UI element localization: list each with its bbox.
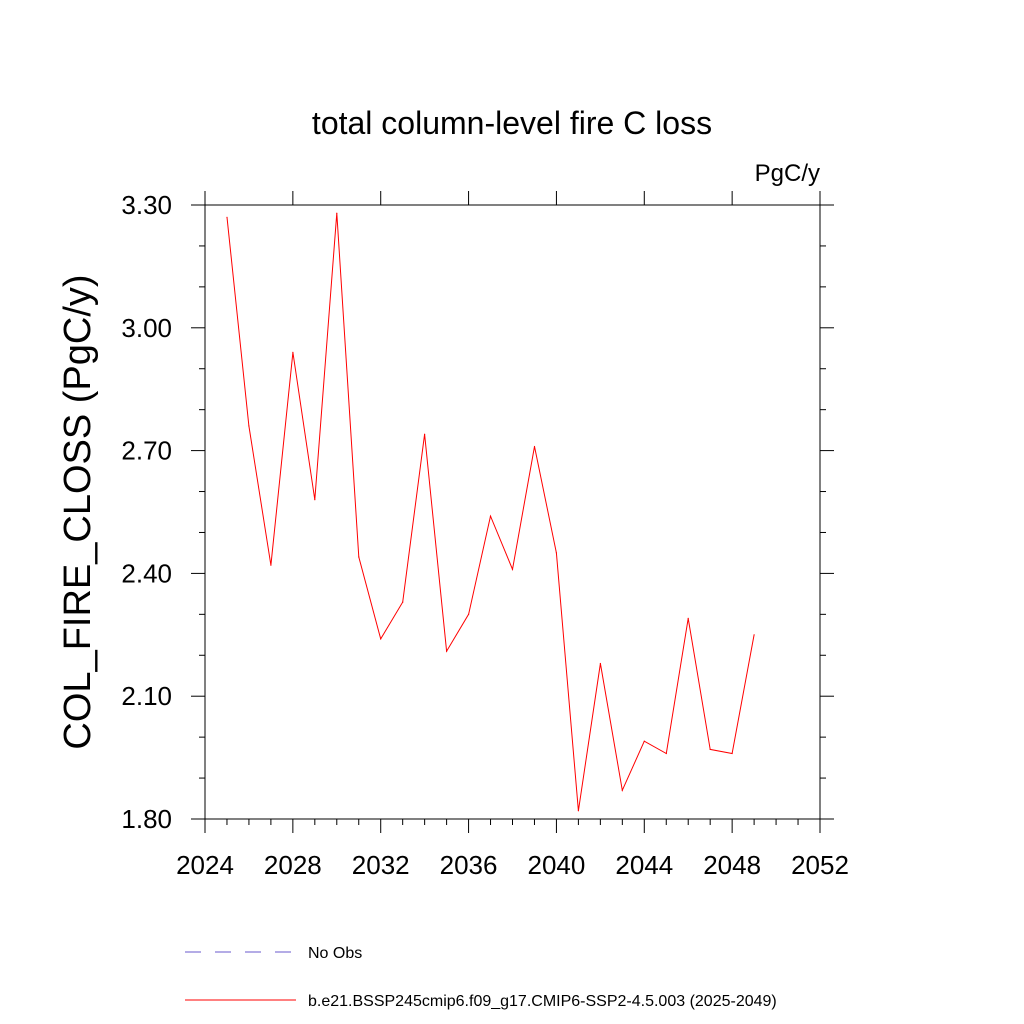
units-label: PgC/y [755, 160, 820, 187]
data-point [753, 634, 755, 636]
data-point [314, 499, 316, 501]
data-point [643, 740, 645, 742]
x-tick-label: 2052 [791, 850, 849, 880]
data-point [731, 752, 733, 755]
data-point [599, 662, 602, 665]
x-tick-label: 2024 [176, 850, 234, 880]
data-point [621, 789, 623, 791]
data-point [555, 552, 558, 554]
data-point [511, 568, 514, 570]
data-point [424, 433, 426, 435]
x-tick-label: 2044 [615, 850, 673, 880]
data-point [380, 638, 382, 640]
data-point [687, 617, 689, 620]
y-tick-label: 1.80 [121, 804, 172, 834]
data-point [468, 613, 470, 615]
x-tick-label: 2048 [703, 850, 761, 880]
x-tick-label: 2036 [440, 850, 498, 880]
legend-label: No Obs [308, 945, 362, 962]
chart-title: total column-level fire C loss [312, 105, 712, 141]
x-tick-label: 2040 [528, 850, 586, 880]
y-tick-label: 2.70 [121, 436, 172, 466]
x-tick-label: 2032 [352, 850, 410, 880]
legend: No Obs b.e21.BSSP245cmip6.f09_g17.CMIP6-S… [185, 945, 777, 1010]
data-point [248, 425, 250, 427]
data-point [336, 212, 338, 214]
axis-ticks: 2024 2028 2032 2036 2040 2044 2048 2052 1.80 2.10… [121, 190, 849, 880]
y-tick-label: 3.00 [121, 313, 172, 343]
legend-label: b.e21.BSSP245cmip6.f09_g17.CMIP6-SSP2-4.… [308, 993, 777, 1010]
data-point [665, 752, 667, 755]
data-point [533, 445, 536, 448]
data-point [446, 650, 448, 652]
y-tick-label: 2.10 [121, 681, 172, 711]
data-point [270, 564, 272, 566]
data-point [226, 216, 228, 218]
x-tick-label: 2028 [264, 850, 322, 880]
data-point [489, 515, 492, 517]
data-point [577, 810, 580, 812]
y-axis-label: COL_FIRE_CLOSS (PgC/y) [57, 274, 99, 749]
data-point [402, 601, 404, 603]
series-layer [226, 212, 755, 812]
data-point [709, 748, 711, 751]
plot-frame [204, 204, 821, 820]
y-tick-label: 3.30 [121, 190, 172, 220]
data-point [358, 556, 360, 558]
y-tick-label: 2.40 [121, 558, 172, 588]
data-point [292, 351, 294, 353]
